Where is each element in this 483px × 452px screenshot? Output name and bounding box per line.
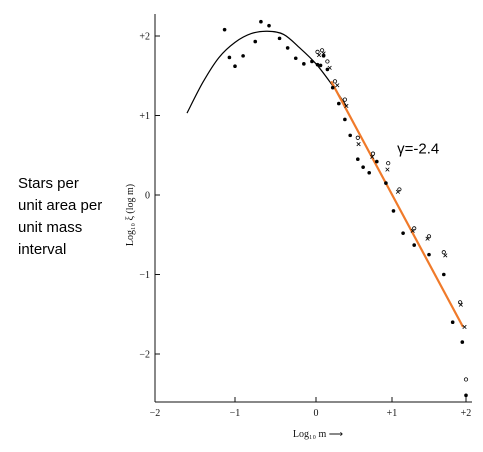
annotations: γ=-2.4 — [397, 141, 439, 158]
axis-ticks: −2 −1 0 +1 +2 +2 +1 0 −1 −2 — [139, 32, 471, 420]
data-point-cross — [344, 103, 349, 109]
data-point-circle — [412, 226, 417, 231]
data-point-dot — [259, 19, 263, 24]
y-tick-label: +1 — [139, 111, 150, 122]
data-point-dot — [356, 157, 360, 162]
data-point-circle — [332, 79, 338, 84]
data-point-circle — [355, 135, 360, 140]
data-point-dot — [384, 181, 388, 185]
data-point-dot — [367, 170, 372, 175]
data-point-cross — [356, 142, 361, 147]
data-point-dot — [460, 340, 465, 344]
data-point-circle — [342, 97, 347, 102]
series-lines — [186, 30, 465, 328]
data-point-dot — [330, 85, 335, 90]
data-point-dot — [310, 59, 314, 64]
data-point-cross — [321, 51, 326, 56]
data-point-cross — [370, 154, 375, 159]
data-point-dot — [241, 54, 245, 58]
data-point-circle — [426, 234, 432, 239]
slope-annotation: γ=-2.4 — [397, 141, 439, 158]
y-axis-description: Stars per unit area per unit mass interv… — [18, 175, 103, 258]
data-point-dot — [464, 393, 468, 398]
data-point-dot — [401, 231, 405, 235]
x-tick-label: +2 — [461, 408, 472, 419]
x-tick-label: −1 — [230, 408, 241, 419]
data-point-dot — [361, 165, 365, 169]
data-point-cross — [425, 236, 430, 241]
data-point-cross — [327, 65, 332, 70]
data-point-dot — [412, 243, 417, 247]
data-point-dot — [285, 46, 290, 50]
data-point-dot — [277, 36, 282, 41]
data-point-cross — [443, 253, 448, 258]
fitted-curve — [186, 30, 347, 114]
data-point-cross — [462, 324, 467, 330]
data-point-dot — [325, 67, 330, 72]
data-point-dot — [442, 272, 446, 277]
data-point-dot — [450, 320, 455, 325]
data-point-dot — [337, 101, 341, 106]
data-point-dot — [233, 64, 237, 69]
y-tick-label: −1 — [139, 270, 150, 281]
data-point-cross — [316, 52, 322, 58]
data-point-dot — [391, 209, 396, 213]
data-point-cross — [458, 302, 463, 307]
data-point-circle — [463, 377, 469, 382]
data-point-dot — [253, 39, 258, 44]
data-point-dot — [321, 54, 326, 58]
data-point-circle — [325, 59, 330, 64]
data-point-dot — [302, 62, 306, 66]
data-point-circle — [370, 151, 376, 156]
x-tick-label: −2 — [150, 408, 161, 419]
data-point-dot — [343, 117, 347, 122]
y-axis-label: Log₁₀ ξ (log m) — [125, 184, 136, 246]
data-point-dot — [267, 23, 271, 28]
data-point-circle — [397, 187, 402, 192]
y-tick-label: −2 — [139, 350, 150, 361]
data-point-dot — [318, 63, 323, 68]
data-point-dot — [293, 56, 298, 61]
x-tick-label: +1 — [387, 408, 398, 419]
data-point-cross — [335, 83, 340, 88]
data-points — [222, 19, 469, 398]
data-point-dot — [222, 27, 227, 32]
data-point-dot — [375, 159, 379, 164]
data-point-cross — [410, 228, 415, 233]
x-axis-label: Log₁₀ m ⟶ — [293, 429, 343, 440]
y-tick-label: +2 — [139, 32, 150, 43]
data-point-dot — [315, 62, 320, 67]
power-law-fit-line — [330, 80, 465, 328]
data-point-cross — [395, 189, 401, 194]
data-point-dot — [348, 133, 353, 138]
data-point-cross — [385, 167, 390, 172]
data-point-dot — [427, 252, 431, 257]
data-point-dot — [227, 55, 232, 60]
y-tick-label: 0 — [145, 191, 150, 202]
x-tick-label: 0 — [314, 408, 319, 419]
data-point-circle — [386, 161, 391, 166]
